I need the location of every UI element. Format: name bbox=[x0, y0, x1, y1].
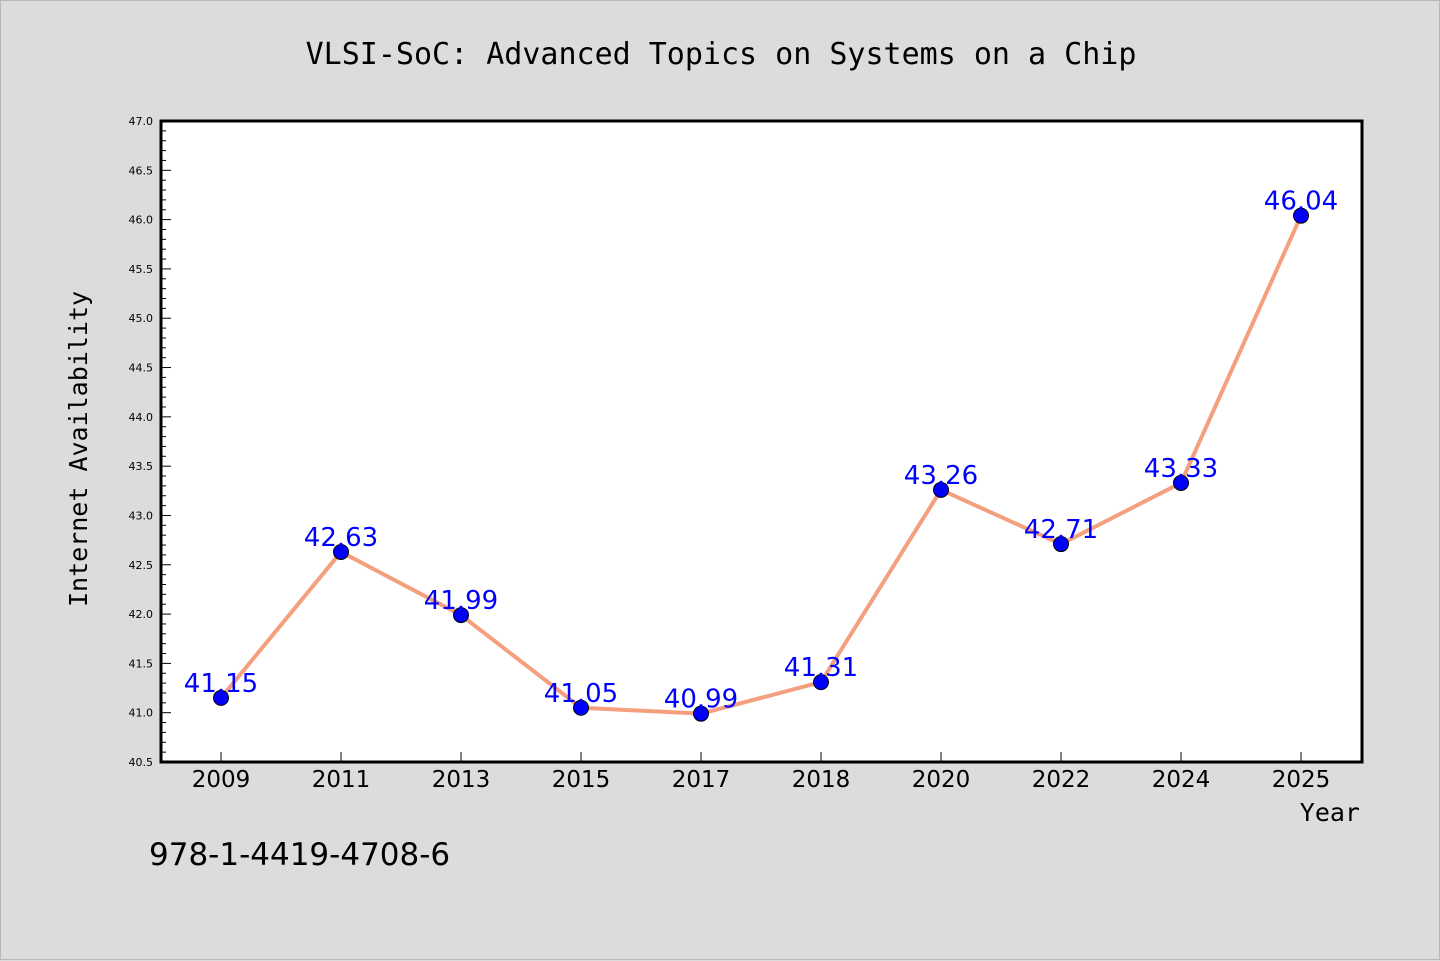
data-point bbox=[573, 699, 589, 716]
data-label: 43.33 bbox=[1144, 454, 1218, 484]
x-tick-label: 2020 bbox=[912, 767, 971, 793]
y-tick-label: 41.0 bbox=[129, 707, 154, 720]
y-tick-label: 41.5 bbox=[129, 657, 154, 670]
data-label: 42.63 bbox=[304, 523, 378, 553]
chart-title: VLSI-SoC: Advanced Topics on Systems on … bbox=[306, 37, 1137, 72]
x-tick-label: 2017 bbox=[672, 767, 731, 793]
x-axis-ticks: 2009 2011 2013 2015 2017 2018 2020 2022 2024 2025 bbox=[192, 752, 1331, 793]
y-tick-label: 44.0 bbox=[129, 411, 154, 424]
y-tick-label: 44.5 bbox=[129, 362, 154, 375]
y-tick-label: 43.5 bbox=[129, 460, 154, 473]
data-point bbox=[453, 607, 469, 624]
y-tick-label: 46.5 bbox=[129, 164, 154, 177]
data-label: 42.71 bbox=[1024, 515, 1098, 545]
x-tick-label: 2013 bbox=[432, 767, 491, 793]
data-label: 41.05 bbox=[544, 679, 618, 709]
data-label: 41.99 bbox=[424, 586, 498, 616]
footer-text: 978-1-4419-4708-6 bbox=[149, 837, 450, 873]
data-point bbox=[1053, 536, 1069, 553]
y-tick-label: 46.0 bbox=[129, 214, 154, 227]
x-tick-label: 2015 bbox=[552, 767, 611, 793]
y-tick-label: 43.0 bbox=[129, 509, 154, 522]
x-tick-label: 2011 bbox=[312, 767, 371, 793]
series-layer: 41.15 42.63 41.99 41.05 40.99 41.31 43.26 42.71… bbox=[184, 187, 1338, 722]
x-tick-label: 2018 bbox=[792, 767, 851, 793]
x-tick-label: 2024 bbox=[1152, 767, 1211, 793]
y-tick-label: 42.5 bbox=[129, 559, 154, 572]
data-label: 41.15 bbox=[184, 669, 258, 699]
y-tick-label: 42.0 bbox=[129, 608, 154, 621]
data-point bbox=[693, 705, 709, 722]
data-label: 46.04 bbox=[1264, 187, 1338, 217]
y-tick-label: 45.0 bbox=[129, 312, 154, 325]
data-point bbox=[1173, 474, 1189, 491]
x-tick-label: 2022 bbox=[1032, 767, 1091, 793]
y-tick-label: 40.5 bbox=[129, 756, 154, 769]
data-label: 43.26 bbox=[904, 461, 978, 491]
series-line bbox=[219, 213, 1303, 716]
y-tick-label: 47.0 bbox=[129, 115, 154, 128]
x-axis-label: Year bbox=[1300, 798, 1360, 827]
data-point bbox=[813, 674, 829, 691]
data-point bbox=[1293, 207, 1309, 224]
data-label: 41.31 bbox=[784, 653, 858, 683]
plot-area bbox=[159, 119, 1364, 764]
data-point bbox=[213, 689, 229, 706]
data-point bbox=[333, 543, 349, 560]
x-tick-label: 2025 bbox=[1272, 767, 1331, 793]
y-axis-ticks: 40.5 41.0 41.5 42.0 42.5 43.0 43.5 44.0 44.5 45.0… bbox=[129, 115, 171, 769]
x-tick-label: 2009 bbox=[192, 767, 251, 793]
data-point bbox=[933, 481, 949, 498]
y-tick-label: 45.5 bbox=[129, 263, 154, 276]
data-label: 40.99 bbox=[664, 685, 738, 715]
y-axis-label: Internet Availability bbox=[64, 291, 93, 607]
